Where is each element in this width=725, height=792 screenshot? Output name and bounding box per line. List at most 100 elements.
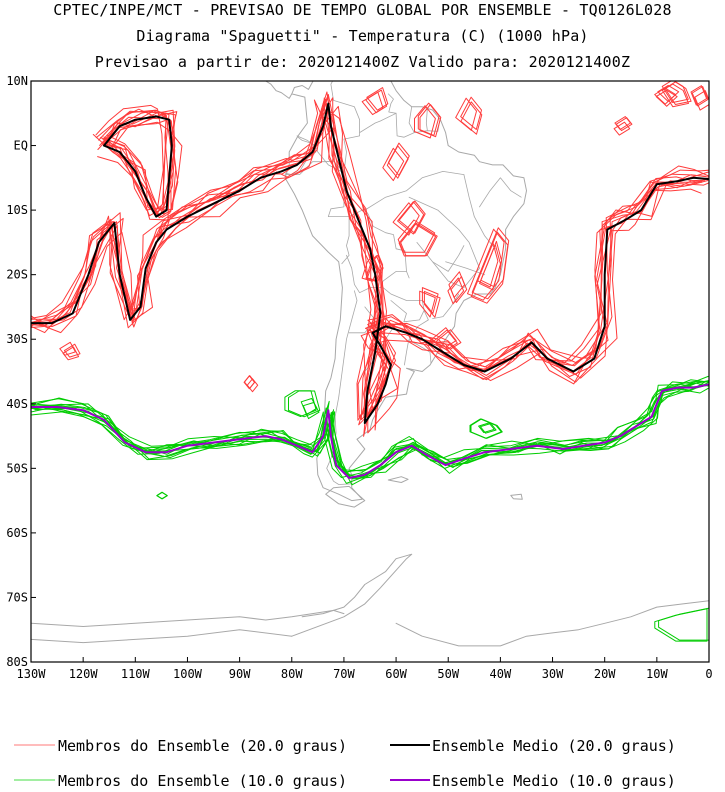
ensemble-member-20-contour bbox=[691, 86, 709, 107]
legend-label-mean-20: Ensemble Medio (20.0 graus) bbox=[432, 737, 676, 755]
coastline bbox=[395, 600, 709, 647]
country-border bbox=[479, 177, 522, 208]
ensemble-member-20-contour bbox=[63, 343, 81, 358]
ensemble-member-10-contour bbox=[156, 491, 168, 500]
ensemble-member-10-contour bbox=[479, 423, 497, 434]
ensemble-member-10-line bbox=[31, 375, 709, 472]
ensemble-member-20-contour bbox=[429, 327, 457, 348]
coastline bbox=[31, 629, 293, 644]
ensemble-member-20-contour bbox=[657, 84, 680, 102]
ensemble-member-10-contour bbox=[300, 398, 318, 416]
lon-tick-label: 70W bbox=[333, 667, 355, 681]
lat-tick-label: 50S bbox=[6, 461, 28, 475]
coastline bbox=[387, 476, 409, 483]
ensemble-member-20-contour bbox=[366, 87, 389, 111]
ensemble-member-20-line bbox=[31, 99, 706, 421]
ensemble-member-20-contour bbox=[615, 117, 633, 132]
ensemble-mean-20-loop bbox=[103, 115, 173, 218]
ensemble-member-20-contour bbox=[467, 228, 505, 301]
country-border bbox=[432, 245, 465, 272]
lat-tick-label: 40S bbox=[6, 397, 28, 411]
ensemble-mean-20-line bbox=[31, 102, 709, 425]
coastline bbox=[510, 493, 523, 500]
lon-tick-label: 20W bbox=[594, 667, 616, 681]
lon-tick-label: 100W bbox=[173, 667, 203, 681]
ensemble-member-20-line bbox=[36, 105, 709, 434]
country-border bbox=[408, 106, 415, 134]
ensemble-member-20-contour bbox=[654, 87, 677, 105]
lat-tick-label: 10S bbox=[6, 203, 28, 217]
ensemble-member-10-contour bbox=[469, 418, 502, 439]
ensemble-member-20-contour bbox=[387, 142, 410, 176]
lat-tick-label: 30S bbox=[6, 332, 28, 346]
ensemble-member-10-contour bbox=[478, 422, 495, 433]
lat-tick-label: EQ bbox=[14, 139, 28, 153]
ensemble-member-20-contour bbox=[423, 290, 441, 318]
ensemble-member-20-contour bbox=[421, 287, 439, 314]
ensemble-member-20-contour bbox=[246, 378, 259, 393]
ensemble-member-20-contour bbox=[414, 105, 436, 139]
country-border bbox=[463, 174, 496, 250]
title-line-1: CPTEC/INPE/MCT - PREVISAO DE TEMPO GLOBA… bbox=[53, 1, 672, 19]
lon-tick-label: 0 bbox=[705, 667, 712, 681]
ensemble-member-20-contour bbox=[460, 96, 482, 130]
ensemble-member-20-loop bbox=[99, 115, 169, 217]
lon-tick-label: 10W bbox=[646, 667, 668, 681]
ensemble-member-20-contour bbox=[62, 346, 80, 361]
coastline bbox=[386, 77, 391, 81]
lon-tick-label: 90W bbox=[229, 667, 251, 681]
ensemble-member-20-contour bbox=[382, 147, 405, 182]
country-border bbox=[359, 112, 397, 134]
lon-tick-label: 130W bbox=[17, 667, 47, 681]
lon-tick-label: 50W bbox=[437, 667, 459, 681]
country-border bbox=[445, 261, 486, 276]
members-10-layer bbox=[31, 375, 709, 642]
ensemble-member-20-contour bbox=[448, 271, 466, 299]
ensemble-member-20-contour bbox=[694, 90, 709, 111]
ensemble-member-20-contour bbox=[417, 102, 440, 136]
ensemble-member-20-line bbox=[31, 94, 709, 419]
lat-tick-label: 20S bbox=[6, 268, 28, 282]
ensemble-member-20-contour bbox=[397, 219, 436, 253]
country-border bbox=[364, 170, 465, 211]
coastline bbox=[365, 27, 375, 31]
ensemble-member-10-line bbox=[31, 381, 709, 475]
ensemble-member-20-contour bbox=[447, 277, 465, 305]
ensemble-member-20-contour bbox=[455, 97, 477, 131]
country-border bbox=[326, 290, 358, 485]
ensemble-mean-layer bbox=[31, 102, 709, 479]
coastline bbox=[265, 81, 293, 99]
ensemble-member-20-contour bbox=[480, 240, 503, 288]
lon-tick-label: 40W bbox=[490, 667, 512, 681]
lon-tick-label: 80W bbox=[281, 667, 303, 681]
lon-tick-label: 120W bbox=[69, 667, 99, 681]
country-border bbox=[425, 107, 428, 132]
ensemble-member-20-contour bbox=[400, 222, 438, 257]
title-line-2: Diagrama "Spaguetti" - Temperatura (C) (… bbox=[136, 27, 589, 45]
ensemble-member-20-loop bbox=[103, 108, 178, 210]
ensemble-member-20-contour bbox=[419, 290, 436, 318]
ensemble-member-20-loop bbox=[104, 112, 179, 215]
lon-tick-label: 110W bbox=[121, 667, 151, 681]
ensemble-member-20-contour bbox=[398, 223, 437, 257]
ensemble-member-10-line bbox=[33, 384, 709, 479]
lat-tick-label: 60S bbox=[6, 526, 28, 540]
ensemble-member-20-loop bbox=[113, 121, 183, 218]
ensemble-mean-10-line bbox=[31, 383, 709, 479]
coastline bbox=[31, 609, 345, 627]
ensemble-member-20-contour bbox=[397, 201, 425, 235]
ensemble-member-20-contour bbox=[361, 255, 379, 282]
ensemble-member-10-contour bbox=[284, 390, 317, 417]
lon-tick-label: 30W bbox=[542, 667, 564, 681]
ensemble-member-20-contour bbox=[450, 276, 468, 303]
ensemble-member-20-contour bbox=[419, 104, 442, 138]
ensemble-member-20-loop bbox=[104, 115, 176, 216]
coastline bbox=[325, 485, 366, 508]
lat-tick-label: 10N bbox=[6, 74, 28, 88]
country-border bbox=[382, 287, 425, 323]
ensemble-member-20-contour bbox=[365, 89, 388, 114]
lat-tick-label: 70S bbox=[6, 590, 28, 604]
lon-tick-label: 60W bbox=[385, 667, 407, 681]
ensemble-member-20-contour bbox=[690, 85, 708, 106]
